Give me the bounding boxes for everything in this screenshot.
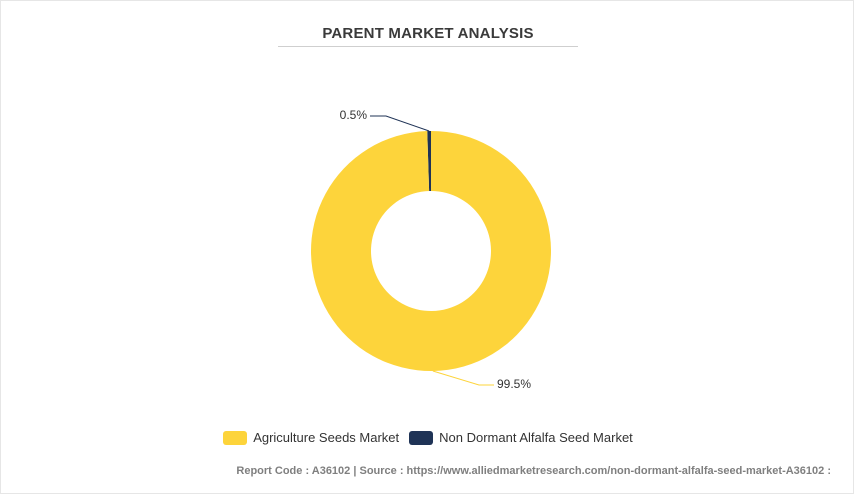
legend-swatch-non-dormant-alfalfa xyxy=(409,430,434,445)
pie-slice-agriculture-seeds[interactable] xyxy=(311,131,552,371)
leader-line-agriculture-seeds xyxy=(432,370,494,386)
title-underline xyxy=(278,46,578,47)
legend-label-non-dormant-alfalfa: Non Dormant Alfalfa Seed Market xyxy=(439,430,633,445)
data-label-agriculture-seeds: 99.5% xyxy=(497,377,531,391)
chart-legend: Agriculture Seeds Market Non Dormant Alf… xyxy=(1,430,854,445)
legend-label-agriculture-seeds: Agriculture Seeds Market xyxy=(253,430,400,445)
pie-slice-non-dormant-alfalfa[interactable] xyxy=(427,131,431,192)
leader-line-non-dormant-alfalfa xyxy=(370,115,430,132)
legend-item-non-dormant-alfalfa[interactable]: Non Dormant Alfalfa Seed Market xyxy=(409,430,633,445)
chart-title: PARENT MARKET ANALYSIS xyxy=(322,25,534,42)
legend-item-agriculture-seeds[interactable]: Agriculture Seeds Market xyxy=(223,430,399,445)
report-source-footer: Report Code : A36102 | Source : https://… xyxy=(236,465,831,477)
data-label-non-dormant-alfalfa: 0.5% xyxy=(340,108,368,122)
legend-swatch-agriculture-seeds xyxy=(223,430,248,445)
